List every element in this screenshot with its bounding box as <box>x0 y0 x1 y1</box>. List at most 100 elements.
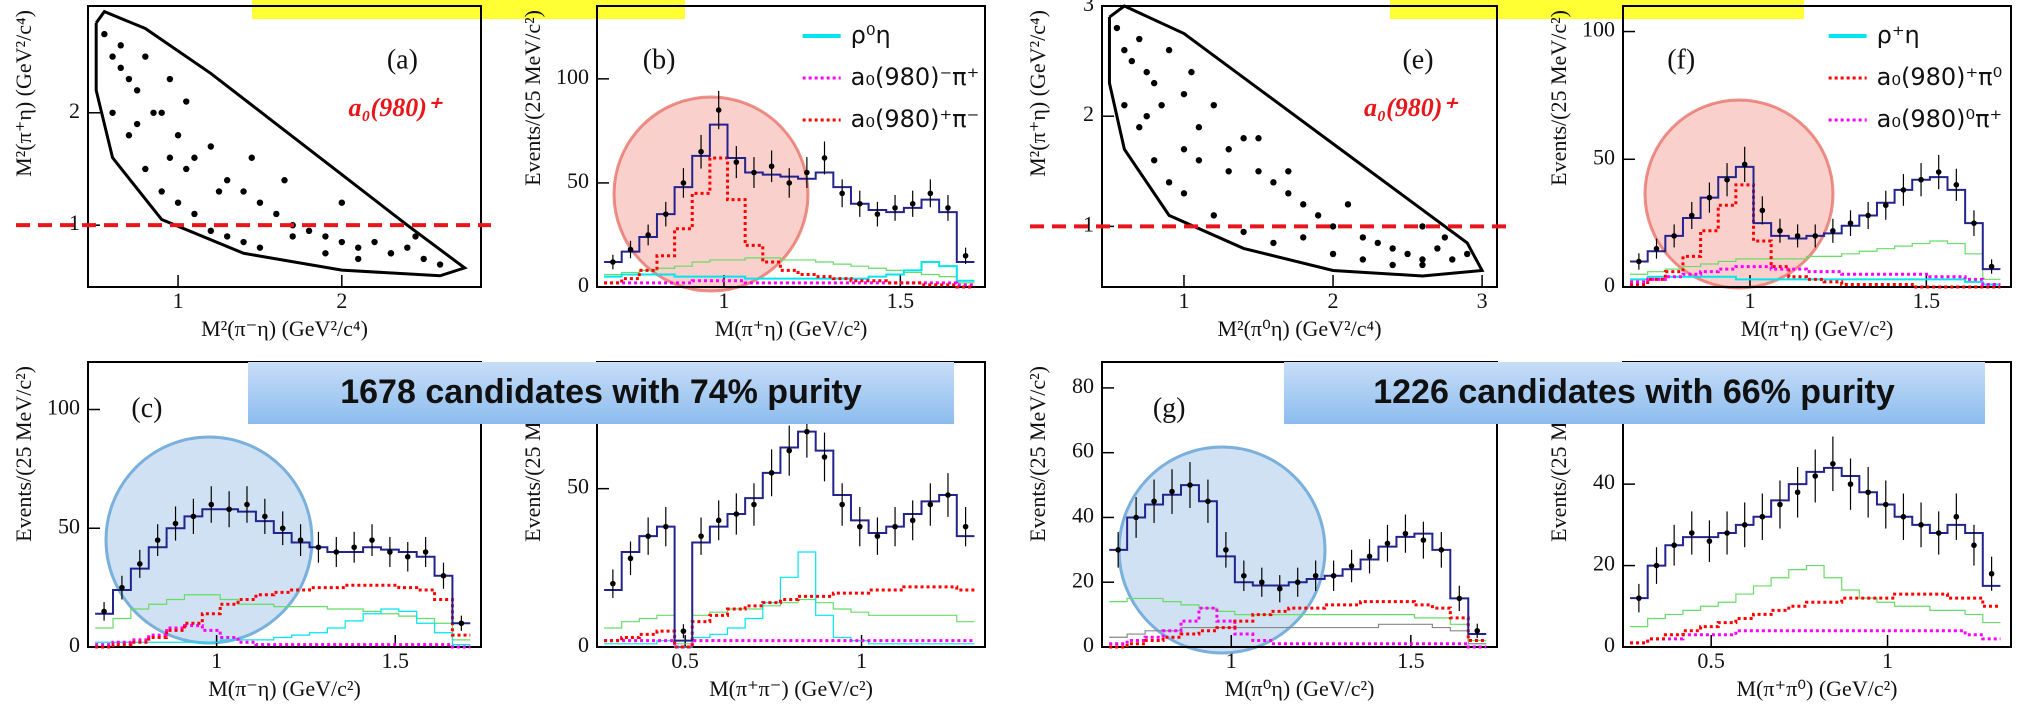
event-point <box>1255 135 1262 142</box>
event-point <box>1150 79 1158 87</box>
x-tick-label: 1 <box>173 288 184 313</box>
data-point <box>1812 233 1819 239</box>
fit-component <box>604 156 975 289</box>
event-point <box>1419 261 1426 269</box>
data-point <box>945 492 951 498</box>
data-point <box>945 205 951 211</box>
fit-component <box>1630 564 2001 628</box>
data-point <box>627 246 634 253</box>
event-point <box>174 199 182 206</box>
data-point <box>1988 263 1995 270</box>
event-point <box>1225 146 1232 153</box>
x-tick-label: 2 <box>336 288 347 313</box>
event-point <box>256 244 264 251</box>
legend-label: ρ⁰η <box>851 21 891 49</box>
event-point <box>256 199 264 206</box>
event-point <box>158 109 165 116</box>
data-point <box>244 501 250 508</box>
data-point <box>1900 513 1907 520</box>
x-tick-label: 1 <box>1744 288 1755 313</box>
x-tick-label: 1.5 <box>1913 288 1941 313</box>
y-tick-label: 0 <box>578 272 589 297</box>
data-point <box>909 517 916 524</box>
fit-component <box>1109 623 1487 645</box>
event-point <box>1359 234 1367 241</box>
top-banner <box>252 0 685 19</box>
data-point <box>1671 542 1677 549</box>
data-point <box>1918 522 1924 528</box>
data-point <box>1187 482 1193 488</box>
resonance-annotation: a₀(980)⁺ <box>1364 93 1458 122</box>
event-point <box>1113 24 1121 32</box>
data-point <box>751 169 757 176</box>
phase-space-boundary <box>94 9 468 278</box>
event-point <box>207 227 215 234</box>
data-point <box>768 470 775 476</box>
data-point <box>315 544 322 551</box>
data-point <box>1865 489 1871 496</box>
event-point <box>109 53 116 60</box>
data-point <box>1438 547 1445 553</box>
x-tick-label: 2 <box>1328 288 1339 313</box>
data-point <box>226 506 232 513</box>
data-point <box>1847 481 1854 487</box>
y-axis-title: Events/(25 MeV/c²) <box>1025 366 1050 542</box>
data-point <box>404 553 411 560</box>
banners: 1678 candidates with 74% purity 1226 can… <box>248 362 1985 424</box>
y-tick-label: 100 <box>556 64 589 89</box>
data-point <box>927 190 934 197</box>
data-point <box>680 628 687 634</box>
event-point <box>338 199 346 206</box>
data-point <box>1759 207 1766 214</box>
event-point <box>1128 57 1136 65</box>
x-axis-title: M(π⁰η) (GeV/c²) <box>1225 676 1375 701</box>
event-point <box>1158 101 1165 109</box>
banner-box <box>248 362 954 424</box>
plot-frame <box>1622 5 2012 288</box>
data-point <box>698 148 704 155</box>
event-point <box>1285 168 1292 175</box>
data-point <box>1115 547 1121 553</box>
event-point <box>1285 190 1292 197</box>
x-tick-label: 1.5 <box>887 288 915 313</box>
panel-label: (g) <box>1153 393 1186 424</box>
data-point <box>1671 233 1677 239</box>
event-point <box>1143 112 1150 120</box>
data-point <box>1900 187 1907 193</box>
data-point <box>821 155 828 161</box>
panel-label: (f) <box>1667 45 1695 76</box>
phase-space-boundary <box>1107 4 1485 278</box>
fit-component <box>95 608 471 646</box>
event-point <box>1344 201 1352 208</box>
event-point <box>322 233 329 240</box>
event-point <box>1329 250 1337 258</box>
y-tick-label: 50 <box>567 474 589 499</box>
event-point <box>1121 46 1128 54</box>
data-point <box>1953 513 1960 520</box>
event-point <box>404 244 411 251</box>
data-point <box>1294 579 1301 586</box>
event-point <box>240 188 247 195</box>
data-point <box>610 580 616 587</box>
event-point <box>1143 68 1150 76</box>
data-point <box>279 525 286 532</box>
data-point <box>909 200 916 207</box>
data-point <box>262 513 268 520</box>
x-tick-label: 1 <box>718 288 729 313</box>
event-point <box>158 188 165 195</box>
event-point <box>133 87 141 94</box>
x-tick-label: 1.5 <box>1397 648 1425 673</box>
event-point <box>1463 250 1471 258</box>
event-point <box>174 132 182 139</box>
data-point <box>662 523 669 530</box>
y-axis-title: M²(π⁺η) (GeV²/c⁴) <box>1025 10 1050 177</box>
event-point <box>1210 212 1217 219</box>
event-point <box>1165 179 1173 186</box>
y-tick-label: 2 <box>1083 101 1094 126</box>
event-point <box>1270 179 1277 186</box>
data-point <box>1918 176 1924 183</box>
data-point <box>839 501 845 508</box>
data-point <box>804 169 810 176</box>
